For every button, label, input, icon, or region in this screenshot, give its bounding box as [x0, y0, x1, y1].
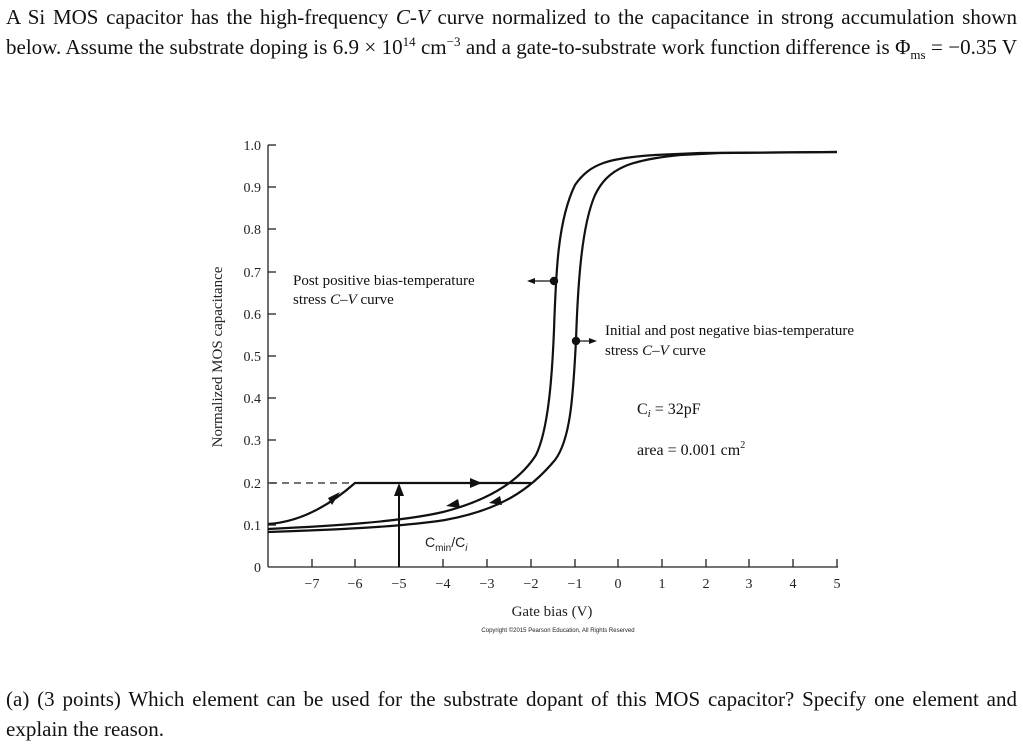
pointer-right-icon: [589, 338, 597, 344]
y-tick-0.8: 0.8: [244, 223, 262, 238]
cv-term: C-V: [395, 5, 430, 29]
question-part-a: (a) (3 points) Which element can be used…: [6, 687, 1017, 741]
y-tick-1.0: 1.0: [244, 139, 262, 154]
y-tick-0.3: 0.3: [244, 434, 262, 449]
y-tick-0.1: 0.1: [244, 519, 262, 534]
axes: [267, 144, 838, 568]
initial-marker: [571, 336, 581, 346]
post-positive-label-line1: Post positive bias-temperature: [293, 273, 475, 289]
cmin-arrow-head-icon: [394, 483, 404, 496]
question-intro: A Si MOS capacitor has the high-frequenc…: [6, 2, 1017, 62]
doping-unit: cm: [415, 35, 447, 59]
intro-text: A Si MOS capacitor has the high-frequenc…: [6, 5, 396, 29]
x-tick-5: 5: [834, 577, 841, 592]
copyright-notice: Copyright ©2015 Pearson Education, All R…: [481, 627, 634, 634]
y-tick-0.6: 0.6: [244, 308, 262, 323]
curves: [267, 150, 838, 534]
x-tick--4: −4: [436, 577, 451, 592]
initial-label-line2: stress C–V curve: [605, 343, 706, 359]
y-tick-labels: 0 0.1 0.2 0.3 0.4 0.5 0.6 0.7 0.8 0.9 1.…: [244, 139, 262, 576]
arrow-left-icon: [446, 499, 460, 508]
phi-value: = −0.35 V: [925, 35, 1017, 59]
depletion-sweep-curve: [267, 481, 531, 526]
arrow-left-icon-2: [489, 496, 502, 505]
phi-subscript: ms: [910, 47, 926, 63]
y-tick-0: 0: [254, 561, 261, 576]
y-tick-0.9: 0.9: [244, 181, 262, 196]
x-tick--1: −1: [568, 577, 583, 592]
arrow-up-right-icon: [328, 492, 340, 505]
ci-label: Ci = 32pF: [637, 401, 701, 420]
x-tick-3: 3: [746, 577, 753, 592]
intro-text-3: and a gate-to-substrate work function di…: [460, 35, 911, 59]
y-tick-0.5: 0.5: [244, 350, 262, 365]
post-positive-marker: [549, 276, 559, 286]
x-tick-4: 4: [790, 577, 797, 592]
doping-exponent: 14: [402, 34, 416, 49]
y-axis-title: Normalized MOS capacitance: [210, 266, 226, 447]
post-positive-label-line2: stress C–V curve: [293, 292, 394, 308]
intro-text-2: curve normalized to the capacitance in s…: [6, 5, 1017, 59]
x-tick--5: −5: [392, 577, 407, 592]
x-axis-title: Gate bias (V): [512, 604, 593, 620]
y-tick-0.2: 0.2: [244, 477, 262, 492]
x-tick-2: 2: [703, 577, 710, 592]
x-tick--2: −2: [524, 577, 539, 592]
area-label: area = 0.001 cm2: [637, 440, 745, 459]
pointer-left-icon: [527, 278, 535, 284]
y-tick-0.7: 0.7: [244, 266, 262, 281]
initial-stress-curve: [267, 150, 838, 534]
x-tick--7: −7: [305, 577, 320, 592]
y-tick-0.4: 0.4: [244, 392, 262, 407]
x-tick--3: −3: [480, 577, 495, 592]
x-tick-labels: −7 −6 −5 −4 −3 −2 −1 0 1 2 3 4 5: [305, 577, 841, 592]
arrow-right-icon: [470, 478, 482, 488]
x-tick--6: −6: [348, 577, 363, 592]
cmin-ci-label: Cmin/Ci: [425, 534, 468, 554]
x-tick-0: 0: [615, 577, 622, 592]
x-tick-1: 1: [659, 577, 666, 592]
doping-unit-exponent: −3: [446, 34, 461, 49]
initial-label-line1: Initial and post negative bias-temperatu…: [605, 323, 854, 339]
post-positive-stress-curve: [267, 150, 838, 531]
